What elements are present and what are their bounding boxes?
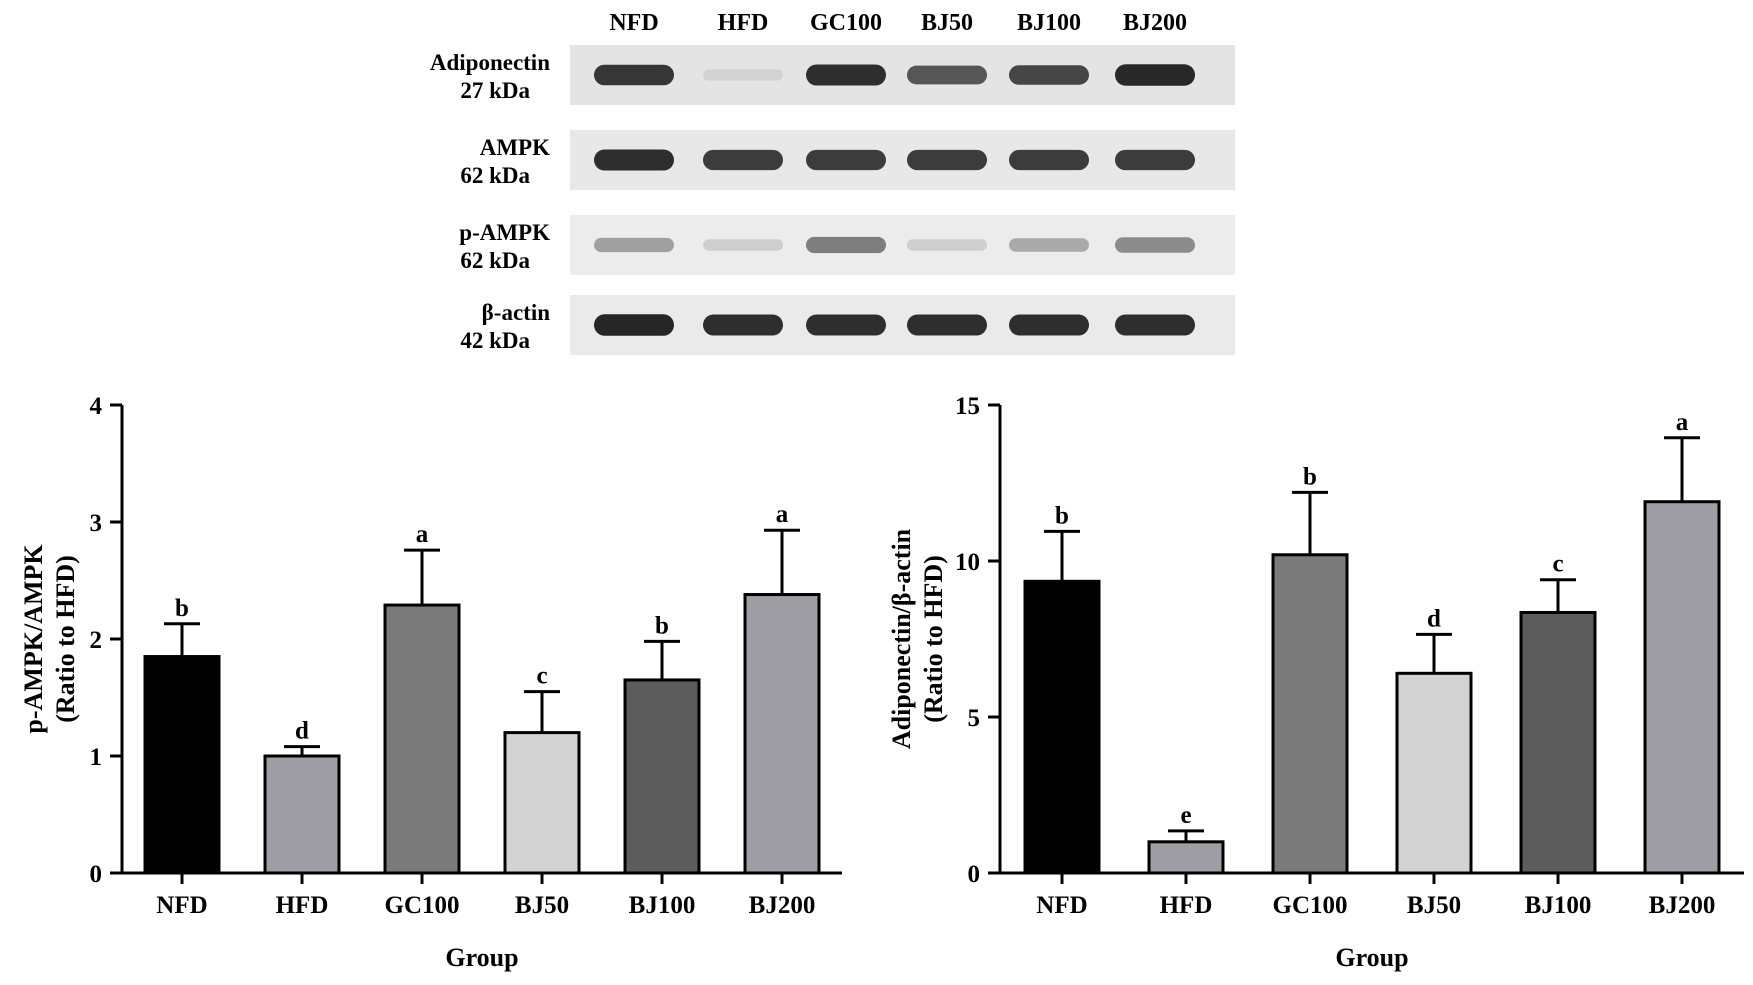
band-bj200	[1115, 149, 1195, 171]
band-bj100	[1009, 238, 1089, 252]
band-bj50	[907, 65, 987, 85]
significance-label-bj100: b	[655, 612, 669, 639]
band-bj50	[907, 149, 987, 171]
significance-label-nfd: b	[1055, 502, 1069, 529]
significance-label-bj200: a	[1676, 409, 1689, 436]
bar-gc100	[383, 603, 461, 875]
significance-label-nfd: b	[175, 595, 189, 622]
band-bj100	[1009, 149, 1089, 171]
bar-bj50	[1395, 671, 1473, 875]
band-hfd	[703, 69, 783, 81]
band-gc100	[806, 64, 886, 86]
significance-label-bj200: a	[776, 501, 789, 528]
y-tick-label: 15	[955, 393, 980, 420]
lane-header-bj100: BJ100	[1017, 10, 1081, 36]
y-tick-label: 0	[968, 861, 981, 888]
lane-header-nfd: NFD	[609, 10, 658, 36]
chart-p-ampk-ratio: 0 1 2 3 4 b NFD d HFD a GC100 c BJ50 b BJ100 a BJ200 Grou…	[19, 393, 842, 972]
band-bj50	[907, 314, 987, 336]
band-hfd	[703, 314, 783, 336]
protein-size-label: 42 kDa	[460, 328, 530, 353]
y-axis-title-line-2: (Ratio to HFD)	[51, 555, 80, 723]
lane-header-hfd: HFD	[718, 10, 769, 36]
band-bj50	[907, 239, 987, 251]
x-tick-label-bj100: BJ100	[629, 892, 696, 919]
x-tick-label-bj50: BJ50	[1407, 892, 1461, 919]
bar-bj100	[1519, 610, 1597, 875]
y-tick-label: 10	[955, 549, 980, 576]
bar-hfd	[1147, 840, 1225, 875]
x-tick-label-bj100: BJ100	[1525, 892, 1592, 919]
x-axis-title: Group	[1335, 943, 1408, 972]
significance-label-bj50: c	[536, 663, 547, 690]
blot-row-adiponectin: Adiponectin 27 kDa	[430, 45, 1235, 105]
band-bj100	[1009, 65, 1089, 85]
bar-bj200	[743, 593, 821, 875]
significance-label-hfd: e	[1180, 802, 1191, 829]
y-tick-label: 5	[968, 705, 981, 732]
western-blot-panel: NFD HFD GC100 BJ50 BJ100 BJ200 Adiponectin 27 k…	[430, 10, 1235, 355]
x-tick-label-hfd: HFD	[276, 892, 329, 919]
x-tick-label-hfd: HFD	[1160, 892, 1213, 919]
band-bj200	[1115, 314, 1195, 336]
x-tick-label-nfd: NFD	[156, 892, 207, 919]
lane-header-gc100: GC100	[810, 10, 882, 36]
y-axis-title: p-AMPK/AMPK (Ratio to HFD)	[19, 544, 80, 734]
protein-size-label: 27 kDa	[460, 78, 530, 103]
lane-header-bj200: BJ200	[1123, 10, 1187, 36]
y-axis-title-line-1: Adiponectin/β-actin	[887, 528, 916, 749]
significance-label-bj100: c	[1552, 551, 1563, 578]
band-nfd	[594, 314, 674, 336]
band-nfd	[594, 149, 674, 171]
y-axis-title: Adiponectin/β-actin (Ratio to HFD)	[887, 528, 948, 749]
y-tick-label: 4	[90, 393, 103, 420]
y-tick-label: 1	[90, 744, 103, 771]
significance-label-bj50: d	[1427, 605, 1441, 632]
band-hfd	[703, 239, 783, 251]
protein-size-label: 62 kDa	[460, 163, 530, 188]
band-nfd	[594, 64, 674, 86]
significance-label-gc100: a	[416, 521, 429, 548]
bar-hfd	[263, 754, 341, 875]
bar-bj50	[503, 731, 581, 875]
bar-nfd	[1023, 579, 1101, 875]
x-tick-label-bj50: BJ50	[515, 892, 569, 919]
band-gc100	[806, 314, 886, 336]
chart-adiponectin-ratio: 0 5 10 15 b NFD e HFD b GC100 d BJ50 c BJ100 a BJ200 Gro…	[887, 393, 1744, 972]
band-bj200	[1115, 237, 1195, 253]
protein-label: p-AMPK	[459, 220, 550, 245]
protein-label: β-actin	[482, 300, 551, 325]
bar-bj100	[623, 678, 701, 875]
x-axis-title: Group	[445, 943, 518, 972]
protein-label: Adiponectin	[430, 50, 550, 75]
lane-header-bj50: BJ50	[921, 10, 973, 36]
x-tick-label-nfd: NFD	[1036, 892, 1087, 919]
y-axis-title-line-2: (Ratio to HFD)	[919, 555, 948, 723]
y-tick-label: 3	[90, 510, 103, 537]
band-gc100	[806, 149, 886, 171]
x-tick-label-bj200: BJ200	[1649, 892, 1716, 919]
bar-gc100	[1271, 553, 1349, 875]
band-gc100	[806, 236, 886, 254]
y-axis-title-line-1: p-AMPK/AMPK	[19, 544, 48, 734]
protein-size-label: 62 kDa	[460, 248, 530, 273]
y-tick-label: 2	[90, 627, 103, 654]
x-tick-label-gc100: GC100	[1273, 892, 1348, 919]
x-tick-label-gc100: GC100	[385, 892, 460, 919]
band-hfd	[703, 149, 783, 171]
significance-label-hfd: d	[295, 718, 309, 745]
protein-label: AMPK	[480, 135, 550, 160]
bar-nfd	[143, 655, 221, 875]
blot-row-p-ampk: p-AMPK 62 kDa	[459, 215, 1235, 275]
band-nfd	[594, 237, 674, 253]
bar-bj200	[1643, 500, 1721, 875]
blot-row-beta-actin: β-actin 42 kDa	[460, 295, 1235, 355]
blot-row-ampk: AMPK 62 kDa	[460, 130, 1235, 190]
x-tick-label-bj200: BJ200	[749, 892, 816, 919]
band-bj200	[1115, 64, 1195, 86]
band-bj100	[1009, 314, 1089, 336]
significance-label-gc100: b	[1303, 463, 1317, 490]
y-tick-label: 0	[90, 861, 103, 888]
